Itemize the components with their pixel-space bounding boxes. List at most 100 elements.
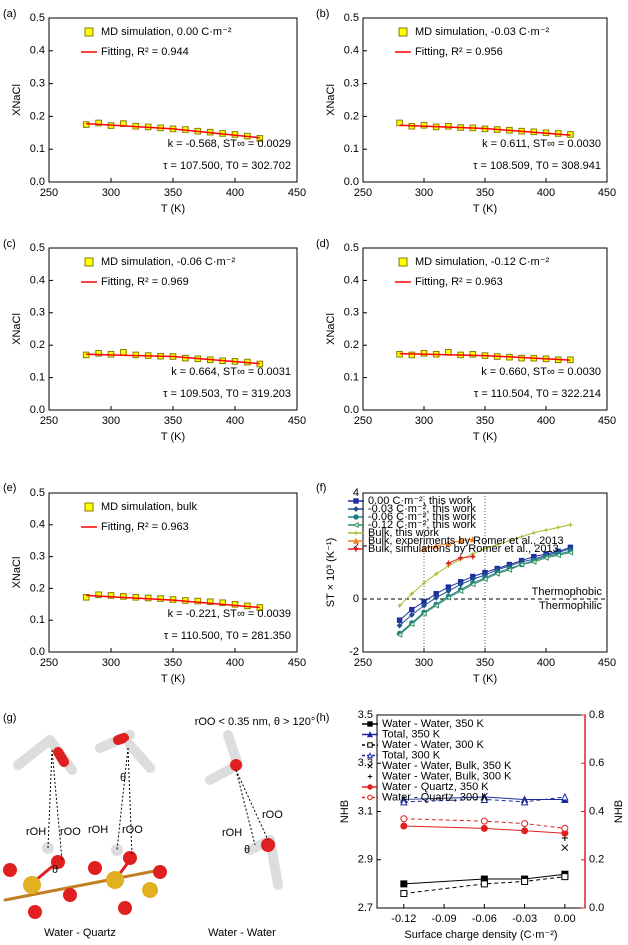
x-tick-label: -0.12 bbox=[391, 913, 416, 925]
legend-label: -0.12 C·m⁻², this work bbox=[368, 519, 476, 531]
legend-marker bbox=[84, 502, 94, 512]
x-tick-label: 400 bbox=[226, 187, 244, 199]
marker bbox=[408, 611, 415, 618]
legend-marker bbox=[398, 27, 408, 37]
marker bbox=[433, 542, 440, 549]
annotation: k = 0.611, ST∞ = 0.0030 bbox=[482, 138, 601, 150]
legend-label: 0.00 C·m⁻², this work bbox=[368, 495, 473, 507]
marker bbox=[396, 617, 403, 623]
marker bbox=[95, 119, 102, 127]
marker bbox=[420, 545, 428, 552]
x-tick-label: 400 bbox=[226, 415, 244, 427]
marker bbox=[480, 824, 488, 832]
x-axis-label: T (K) bbox=[473, 673, 497, 685]
y-tick-label: 0.1 bbox=[30, 143, 45, 155]
y-tick-label: 0.2 bbox=[344, 339, 359, 351]
legend-label: Total, 350 K bbox=[382, 728, 441, 740]
legend-marker bbox=[367, 784, 373, 790]
marker bbox=[400, 797, 408, 806]
legend-marker bbox=[366, 731, 374, 738]
marker bbox=[520, 797, 529, 806]
x-tick-label: 400 bbox=[226, 657, 244, 669]
marker bbox=[445, 588, 452, 594]
marker bbox=[421, 580, 427, 586]
marker bbox=[421, 602, 427, 609]
panel-label: (a) bbox=[3, 8, 16, 20]
y-tick-label: 0.1 bbox=[30, 372, 45, 384]
marker bbox=[445, 594, 452, 601]
diagram-title: rOO < 0.35 nm, θ > 120° bbox=[195, 716, 316, 728]
y-tick-label: 0.0 bbox=[30, 404, 45, 416]
panel-label: (c) bbox=[3, 238, 16, 250]
y2-tick-label: 0.4 bbox=[589, 805, 604, 817]
y-tick-label: 0.3 bbox=[30, 78, 45, 90]
y-tick-label: 0.2 bbox=[30, 582, 45, 594]
legend-marker bbox=[353, 498, 359, 504]
y-tick-label: 0.4 bbox=[30, 519, 45, 531]
marker bbox=[120, 349, 127, 356]
annotation: τ = 108.509, T0 = 308.941 bbox=[473, 160, 601, 172]
legend-label: Water - Quartz, 350 K bbox=[382, 781, 489, 793]
marker bbox=[396, 622, 403, 629]
marker bbox=[256, 135, 264, 142]
marker bbox=[480, 817, 488, 825]
marker bbox=[554, 552, 561, 559]
annotation: k = 0.660, ST∞ = 0.0030 bbox=[481, 366, 601, 378]
marker bbox=[409, 606, 415, 613]
marker bbox=[408, 621, 415, 628]
x-tick-label: 300 bbox=[102, 657, 120, 669]
legend-marker bbox=[84, 257, 94, 267]
x-tick-label: 450 bbox=[598, 415, 616, 427]
marker bbox=[95, 591, 102, 599]
legend-marker bbox=[367, 742, 373, 748]
y-tick-label: 0.1 bbox=[344, 372, 359, 384]
y-tick-label: 3.1 bbox=[358, 805, 373, 817]
legend-label: Bulk, experiments by Romer et al., 2013 bbox=[368, 535, 564, 547]
marker bbox=[495, 542, 500, 547]
marker bbox=[469, 350, 477, 358]
y-tick-label: 0.0 bbox=[30, 176, 45, 188]
marker bbox=[521, 820, 529, 828]
marker bbox=[120, 593, 127, 600]
y-tick-label: 0.3 bbox=[30, 307, 45, 319]
x-tick-label: 400 bbox=[537, 657, 555, 669]
legend-label: -0.03 C·m⁻², this work bbox=[368, 503, 476, 515]
annotation: Thermophilic bbox=[539, 600, 602, 612]
annotation: τ = 110.504, T0 = 322.214 bbox=[474, 388, 601, 400]
legend-marker bbox=[352, 545, 360, 553]
marker bbox=[521, 877, 529, 885]
diagram: (g) rOO < 0.35 nm, θ > 120° rOH rOO θ rO… bbox=[3, 712, 315, 939]
x-tick-label: 300 bbox=[102, 187, 120, 199]
series-line bbox=[403, 796, 565, 803]
legend-label: Bulk, this work bbox=[368, 527, 439, 539]
label: rOO bbox=[122, 824, 143, 836]
series-line bbox=[86, 353, 260, 365]
plot-frame bbox=[362, 17, 608, 183]
legend-label: Water - Water, 350 K bbox=[382, 718, 485, 730]
legend-marker bbox=[353, 514, 359, 520]
x-tick-label: 250 bbox=[354, 187, 372, 199]
marker bbox=[400, 822, 408, 830]
x-axis-label: Surface charge density (C·m⁻²) bbox=[404, 929, 557, 941]
y-tick-label: 0.0 bbox=[344, 404, 359, 416]
plot-frame bbox=[48, 17, 298, 183]
marker bbox=[469, 581, 476, 588]
marker bbox=[469, 553, 477, 561]
legend-label: Fitting, R² = 0.963 bbox=[415, 276, 503, 288]
marker bbox=[95, 350, 102, 357]
legend-label: Water - Water, 300 K bbox=[382, 739, 485, 751]
marker bbox=[480, 880, 488, 888]
marker bbox=[556, 525, 561, 530]
marker bbox=[469, 536, 476, 543]
x-tick-label: 0.00 bbox=[554, 913, 575, 925]
legend-label: Bulk, simulations by Romer et al., 2013 bbox=[368, 543, 559, 555]
panel-label: (h) bbox=[316, 712, 329, 724]
y2-tick-label: 0.8 bbox=[589, 709, 604, 721]
marker bbox=[219, 599, 226, 607]
marker bbox=[457, 554, 465, 562]
marker bbox=[507, 538, 512, 543]
y-tick-label: 0.3 bbox=[344, 78, 359, 90]
panel-label: (d) bbox=[316, 238, 329, 250]
legend-marker bbox=[367, 774, 373, 779]
